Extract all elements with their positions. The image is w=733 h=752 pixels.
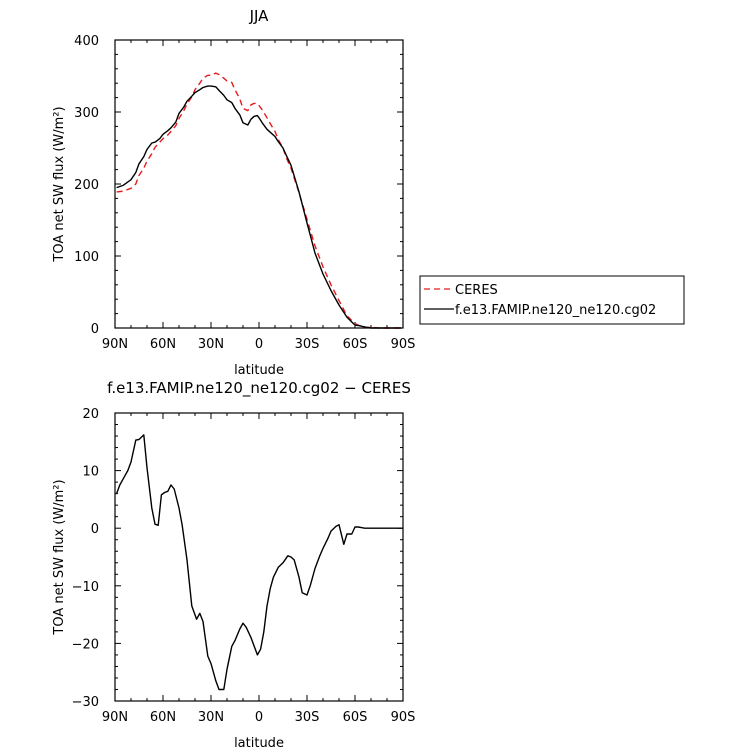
series-line-chart2-series-0	[115, 434, 403, 691]
x-tick-label: 30N	[198, 337, 224, 352]
x-tick-label: 60N	[150, 337, 176, 352]
y-tick-label: 20	[82, 407, 99, 422]
x-tick-label: 30S	[295, 337, 320, 352]
legend: CERES f.e13.FAMIP.ne120_ne120.cg02	[419, 275, 685, 325]
plot-frame	[114, 412, 404, 702]
y-tick-label: 0	[91, 522, 99, 537]
x-tick-label: 60S	[343, 337, 368, 352]
series-line-f-e13-famip-ne120-ne120-cg02	[116, 85, 402, 329]
panel-bottom-plot: 90N 60N 30N 0 30S 60S 90S −30 −20 −10 0 10 20 latitud…	[52, 407, 415, 751]
chart1-title: JJA	[249, 7, 270, 25]
y-tick-label: −30	[72, 695, 99, 710]
x-tick-label: 30S	[295, 710, 320, 725]
y-tick-label: 0	[91, 322, 99, 337]
y-tick-label: 10	[82, 465, 99, 480]
series-line-ceres	[116, 72, 402, 329]
chart2-title: f.e13.FAMIP.ne120_ne120.cg02 − CERES	[107, 379, 411, 398]
x-axis-label: latitude	[234, 363, 284, 378]
y-tick-label: −10	[72, 580, 99, 595]
x-tick-label: 60S	[343, 710, 368, 725]
plot-frame	[114, 39, 404, 329]
x-tick-label: 90N	[102, 337, 128, 352]
y-tick-label: 100	[74, 250, 99, 265]
x-tick-label: 90S	[391, 710, 416, 725]
y-axis-label: TOA net SW flux (W/m²)	[52, 106, 67, 262]
x-tick-label: 90S	[391, 337, 416, 352]
y-tick-label: −20	[72, 637, 99, 652]
x-axis-label: latitude	[234, 736, 284, 751]
x-tick-label: 0	[255, 337, 263, 352]
legend-label-model: f.e13.FAMIP.ne120_ne120.cg02	[455, 303, 656, 318]
y-tick-label: 300	[74, 106, 99, 121]
x-tick-label: 60N	[150, 710, 176, 725]
legend-label-ceres: CERES	[455, 283, 498, 298]
y-tick-label: 400	[74, 34, 99, 49]
x-tick-label: 0	[255, 710, 263, 725]
panel-top-plot: 90N 60N 30N 0 30S 60S 90S 0 100 200 300 400 latitude…	[52, 34, 415, 378]
x-tick-label: 30N	[198, 710, 224, 725]
x-tick-label: 90N	[102, 710, 128, 725]
y-axis-label: TOA net SW flux (W/m²)	[52, 479, 67, 635]
y-tick-label: 200	[74, 178, 99, 193]
legend-box	[419, 275, 685, 325]
